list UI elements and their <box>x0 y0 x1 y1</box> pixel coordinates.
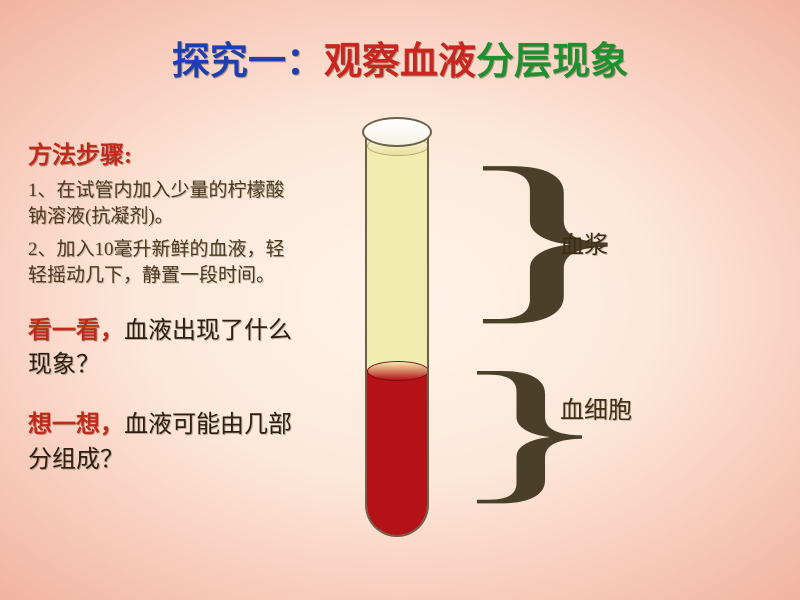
brace-cells: } <box>445 338 614 518</box>
slide-title: 探究一：观察血液分层现象 <box>0 30 800 85</box>
brace-plasma: } <box>445 130 646 340</box>
tube-rim <box>362 117 432 147</box>
tube-diagram <box>335 105 455 565</box>
cells-layer <box>367 370 427 537</box>
label-plasma: 血浆 <box>560 225 608 260</box>
step-item: 1、在试管内加入少量的柠檬酸钠溶液(抗凝剂)。 <box>28 178 298 229</box>
slide-bg: 探究一：观察血液分层现象 方法步骤: 1、在试管内加入少量的柠檬酸钠溶液(抗凝剂… <box>0 0 800 600</box>
step-item: 2、加入10毫升新鲜的血液，轻轻摇动几下，静置一段时间。 <box>28 237 298 288</box>
layer-interface <box>367 361 429 381</box>
method-heading: 方法步骤: <box>28 135 298 170</box>
plasma-layer <box>367 145 427 370</box>
left-column: 方法步骤: 1、在试管内加入少量的柠檬酸钠溶液(抗凝剂)。 2、加入10毫升新鲜的… <box>28 135 298 478</box>
method-steps: 1、在试管内加入少量的柠檬酸钠溶液(抗凝剂)。 2、加入10毫升新鲜的血液，轻轻摇… <box>28 178 298 289</box>
think-question: 想一想，血液可能由几部分组成？ <box>28 408 298 478</box>
label-cells: 血细胞 <box>560 390 632 425</box>
tube-body <box>365 135 429 537</box>
look-question: 看一看，血液出现了什么现象？ <box>28 314 298 384</box>
